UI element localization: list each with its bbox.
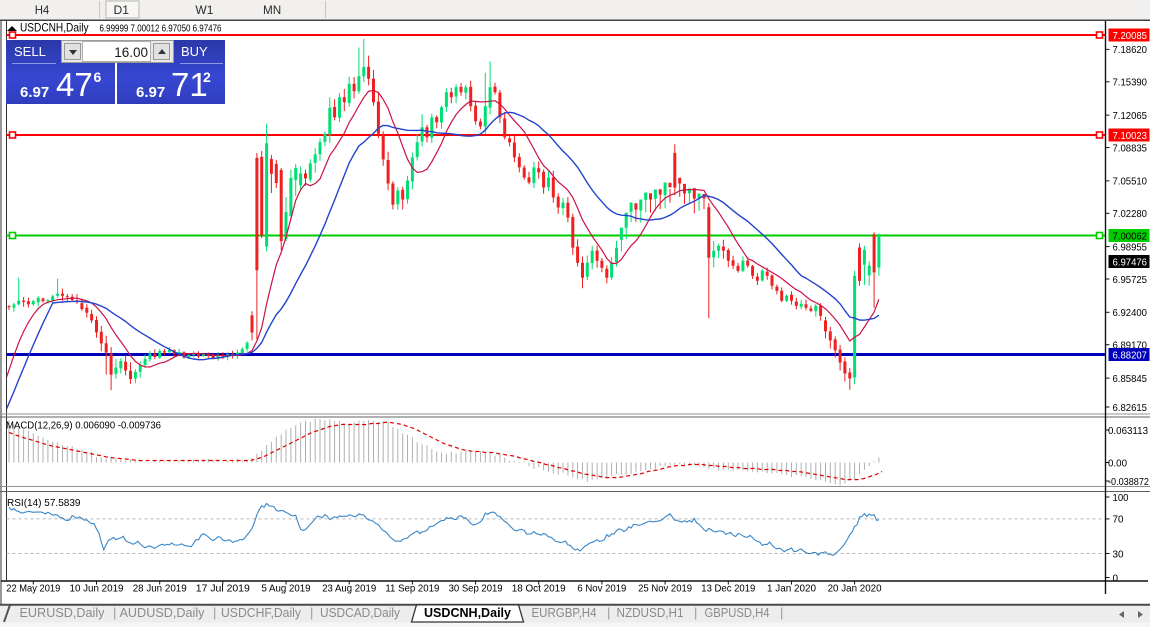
svg-text:10 Jun 2019: 10 Jun 2019 bbox=[70, 583, 124, 595]
svg-text:1 Jan 2020: 1 Jan 2020 bbox=[767, 583, 816, 595]
svg-text:H4: H4 bbox=[35, 3, 50, 17]
svg-text:7.12065: 7.12065 bbox=[1113, 110, 1148, 122]
svg-text:7.02280: 7.02280 bbox=[1113, 208, 1148, 220]
svg-text:6.88207: 6.88207 bbox=[1113, 349, 1148, 361]
svg-text:EURUSD,Daily: EURUSD,Daily bbox=[20, 605, 105, 620]
svg-text:30: 30 bbox=[1113, 548, 1124, 560]
svg-text:6.99999 7.00012 6.97050 6.9747: 6.99999 7.00012 6.97050 6.97476 bbox=[100, 23, 222, 35]
svg-text:|: | bbox=[213, 605, 216, 620]
svg-text:|: | bbox=[113, 605, 116, 620]
svg-text:AUDUSD,Daily: AUDUSD,Daily bbox=[120, 605, 205, 620]
svg-text:20 Jan 2020: 20 Jan 2020 bbox=[828, 583, 882, 595]
svg-text:7.05510: 7.05510 bbox=[1113, 176, 1148, 188]
svg-text:7.20085: 7.20085 bbox=[1113, 30, 1148, 42]
svg-text:USDCAD,Daily: USDCAD,Daily bbox=[320, 605, 400, 620]
svg-text:GBPUSD,H4: GBPUSD,H4 bbox=[705, 605, 770, 620]
svg-text:6.82615: 6.82615 bbox=[1113, 402, 1148, 414]
svg-text:USDCHF,Daily: USDCHF,Daily bbox=[221, 605, 301, 620]
svg-text:|: | bbox=[780, 605, 783, 620]
svg-text:17 Jul 2019: 17 Jul 2019 bbox=[196, 583, 250, 595]
svg-text:6.85845: 6.85845 bbox=[1113, 373, 1148, 385]
svg-text:|: | bbox=[694, 605, 697, 620]
svg-text:7.00062: 7.00062 bbox=[1113, 230, 1148, 242]
svg-text:22 May 2019: 22 May 2019 bbox=[6, 583, 60, 595]
svg-text:RSI(14) 57.5839: RSI(14) 57.5839 bbox=[7, 497, 81, 509]
svg-text:0.063113: 0.063113 bbox=[1108, 425, 1148, 437]
svg-text:7.08835: 7.08835 bbox=[1113, 142, 1148, 154]
svg-text:7.10023: 7.10023 bbox=[1113, 130, 1148, 142]
svg-text:5 Aug 2019: 5 Aug 2019 bbox=[262, 583, 311, 595]
svg-text:6.97476: 6.97476 bbox=[1113, 256, 1148, 268]
svg-text:6.92400: 6.92400 bbox=[1113, 307, 1148, 319]
svg-text:6 Nov 2019: 6 Nov 2019 bbox=[577, 583, 626, 595]
svg-text:13 Dec 2019: 13 Dec 2019 bbox=[701, 583, 755, 595]
svg-text:6.95725: 6.95725 bbox=[1113, 274, 1148, 286]
svg-text:NZDUSD,H1: NZDUSD,H1 bbox=[617, 605, 684, 620]
svg-text:25 Nov 2019: 25 Nov 2019 bbox=[638, 583, 692, 595]
svg-text:100: 100 bbox=[1113, 492, 1129, 504]
svg-text:MN: MN bbox=[263, 3, 281, 17]
svg-text:|: | bbox=[607, 605, 610, 620]
svg-text:USDCNH,Daily: USDCNH,Daily bbox=[424, 605, 512, 620]
svg-text:MACD(12,26,9) 0.006090 -0.0097: MACD(12,26,9) 0.006090 -0.009736 bbox=[6, 420, 161, 432]
svg-text:7.15390: 7.15390 bbox=[1113, 77, 1148, 89]
svg-text:USDCNH,Daily: USDCNH,Daily bbox=[20, 21, 89, 35]
svg-text:70: 70 bbox=[1113, 514, 1124, 526]
svg-text:11 Sep 2019: 11 Sep 2019 bbox=[385, 583, 439, 595]
svg-text:28 Jun 2019: 28 Jun 2019 bbox=[133, 583, 187, 595]
svg-text:23 Aug 2019: 23 Aug 2019 bbox=[322, 583, 376, 595]
svg-text:D1: D1 bbox=[114, 3, 130, 17]
svg-text:|: | bbox=[310, 605, 313, 620]
svg-text:18 Oct 2019: 18 Oct 2019 bbox=[512, 583, 566, 595]
svg-text:7.18620: 7.18620 bbox=[1113, 44, 1148, 56]
svg-text:0.00: 0.00 bbox=[1108, 457, 1127, 469]
svg-text:-0.038872: -0.038872 bbox=[1108, 476, 1149, 488]
svg-text:6.98955: 6.98955 bbox=[1113, 241, 1148, 253]
svg-text:30 Sep 2019: 30 Sep 2019 bbox=[449, 583, 503, 595]
svg-text:0: 0 bbox=[1113, 572, 1119, 584]
svg-text:EURGBP,H4: EURGBP,H4 bbox=[532, 605, 597, 620]
svg-text:W1: W1 bbox=[195, 3, 213, 17]
